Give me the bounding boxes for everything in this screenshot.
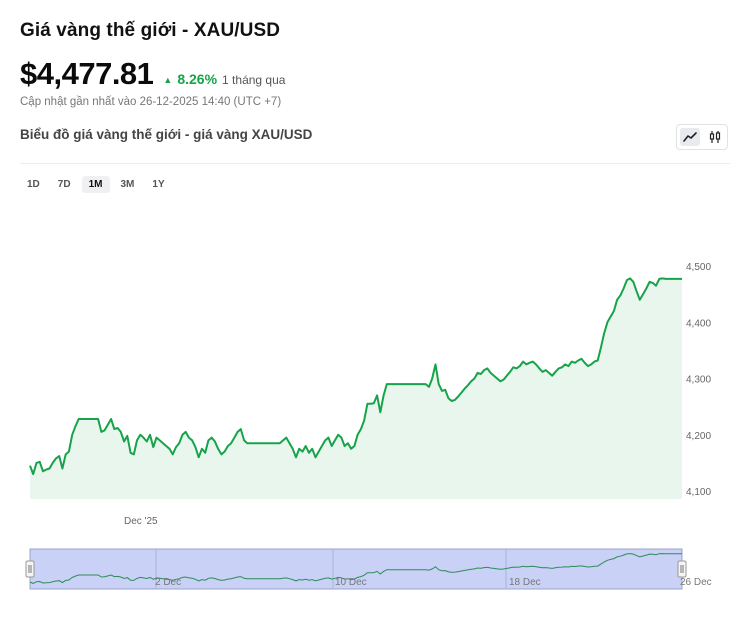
navigator-line [29,553,682,584]
range-button-3m[interactable]: 3M [120,179,135,190]
navigator-label: 18 Dec [509,577,541,588]
change-percent: 8.26% [177,71,218,87]
y-tick-label: 4,500 [686,262,711,273]
price-change: ▲ 8.26% [163,71,217,87]
chart-mode-toggle [676,124,728,150]
range-button-7d[interactable]: 7D [57,179,71,190]
candlestick-icon [709,131,720,143]
range-button-1y[interactable]: 1Y [152,179,165,190]
price-line [29,277,682,476]
up-arrow-icon: ▲ [163,75,173,85]
navigator-left-handle[interactable] [25,560,35,578]
chart-subtitle: Biểu đồ giá vàng thế giới - giá vàng XAU… [20,127,313,142]
change-period: 1 tháng qua [222,73,286,87]
y-tick-label: 4,300 [686,375,711,386]
navigator-label: 10 Dec [335,577,367,588]
price-row: $4,477.81 ▲ 8.26% 1 tháng qua [20,56,285,92]
y-tick-label: 4,100 [686,487,711,498]
line-chart-icon [682,132,697,142]
page-title: Giá vàng thế giới - XAU/USD [20,20,281,41]
current-price: $4,477.81 [20,56,154,91]
line-mode-button[interactable] [679,128,700,146]
last-updated: Cập nhật gần nhất vào 26-12-2025 14:40 (… [20,96,282,108]
navigator-right-handle[interactable] [677,560,687,578]
candle-mode-button[interactable] [705,128,725,146]
header-divider [20,163,730,164]
y-tick-label: 4,200 [686,431,711,442]
y-tick-label: 4,400 [686,318,711,329]
x-tick-label: Dec '25 [124,516,158,527]
price-area-fill [30,278,682,499]
navigator-label: 2 Dec [155,577,181,588]
navigator[interactable]: 2 Dec 10 Dec 18 Dec 26 Dec [25,548,712,590]
range-button-1m[interactable]: 1M [81,176,110,193]
range-button-1d[interactable]: 1D [27,179,40,190]
navigator-label: 26 Dec [680,577,712,588]
range-selector: 1D 7D 1M 3M 1Y [20,176,172,193]
